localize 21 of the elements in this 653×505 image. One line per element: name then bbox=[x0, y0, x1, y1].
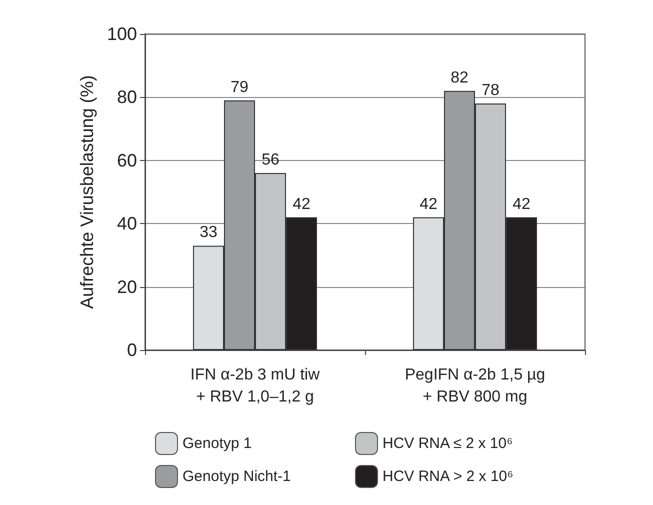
legend-label: HCV RNA ≤ 2 x 10⁶ bbox=[382, 435, 513, 452]
data-label: 42 bbox=[420, 196, 438, 213]
data-label: 42 bbox=[512, 196, 530, 213]
y-tick-label: 60 bbox=[116, 150, 137, 170]
legend-label: Genotyp Nicht-1 bbox=[182, 468, 291, 485]
y-axis-title: Aufrechte Virusbelastung (%) bbox=[77, 75, 98, 309]
x-tick-label: IFN α-2b 3 mU tiw + RBV 1,0–1,2 g bbox=[190, 366, 320, 406]
y-tick-label: 100 bbox=[106, 24, 137, 44]
data-label: 78 bbox=[482, 82, 500, 100]
data-label: 82 bbox=[450, 69, 468, 86]
data-label: 56 bbox=[262, 152, 280, 169]
x-tick-label: PegIFN α-2b 1,5 µg + RBV 800 mg bbox=[404, 366, 546, 406]
legend-label: Genotyp 1 bbox=[182, 435, 252, 452]
data-label: 33 bbox=[200, 224, 218, 242]
legend-label: HCV RNA > 2 x 10⁶ bbox=[382, 468, 514, 485]
y-tick-label: 40 bbox=[116, 214, 137, 234]
y-tick-label: 0 bbox=[126, 340, 137, 360]
y-tick-label: 20 bbox=[116, 276, 137, 297]
y-tick-label: 80 bbox=[116, 87, 137, 108]
data-label: 79 bbox=[230, 78, 248, 96]
data-label: 42 bbox=[292, 196, 310, 213]
